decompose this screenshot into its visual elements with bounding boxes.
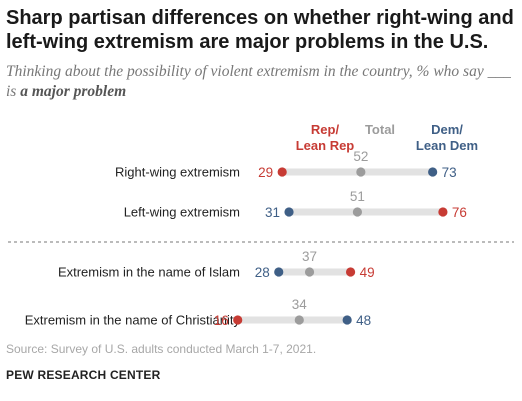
dem-value-label: 28 bbox=[255, 265, 270, 280]
category-label: Right-wing extremism bbox=[115, 165, 240, 180]
source-note: Source: Survey of U.S. adults conducted … bbox=[6, 342, 317, 356]
category-label: Left-wing extremism bbox=[124, 205, 240, 220]
legend-rep-line1: Rep/ bbox=[311, 122, 340, 137]
legend-total: Total bbox=[365, 122, 395, 137]
subtitle-text: Thinking about the possibility of violen… bbox=[6, 63, 511, 100]
chart-subtitle: Thinking about the possibility of violen… bbox=[6, 62, 516, 102]
chart-title: Sharp partisan differences on whether ri… bbox=[6, 7, 514, 53]
legend-rep-line2: Lean Rep bbox=[296, 138, 355, 153]
rep-dot bbox=[277, 167, 287, 177]
total-dot bbox=[294, 315, 304, 325]
organization-name: PEW RESEARCH CENTER bbox=[6, 368, 161, 382]
category-label: Extremism in the name of Christianity bbox=[25, 313, 241, 328]
rep-value-label: 76 bbox=[452, 205, 467, 220]
rep-value-label: 49 bbox=[360, 265, 375, 280]
legend-dem-line1: Dem/ bbox=[431, 122, 463, 137]
dem-dot bbox=[342, 315, 352, 325]
total-value-label: 51 bbox=[350, 189, 365, 204]
total-value-label: 52 bbox=[353, 149, 368, 164]
rep-dot bbox=[233, 315, 243, 325]
dem-dot bbox=[274, 267, 284, 277]
rep-dot bbox=[438, 207, 448, 217]
total-dot bbox=[304, 267, 315, 277]
dem-value-label: 31 bbox=[265, 205, 280, 220]
total-value-label: 34 bbox=[292, 297, 308, 312]
category-label: Extremism in the name of Islam bbox=[58, 265, 240, 280]
dem-value-label: 73 bbox=[442, 165, 457, 180]
total-value-label: 37 bbox=[302, 249, 317, 264]
rep-dot bbox=[345, 267, 356, 277]
dem-dot bbox=[284, 207, 294, 217]
dem-value-label: 48 bbox=[356, 313, 371, 328]
dem-dot bbox=[428, 167, 438, 177]
rep-value-label: 16 bbox=[214, 313, 229, 328]
subtitle-emphasis: a major problem bbox=[20, 83, 127, 100]
total-dot bbox=[356, 167, 366, 177]
rep-value-label: 29 bbox=[258, 165, 273, 180]
total-dot bbox=[352, 207, 363, 217]
legend-dem-line2: Lean Dem bbox=[416, 138, 478, 153]
